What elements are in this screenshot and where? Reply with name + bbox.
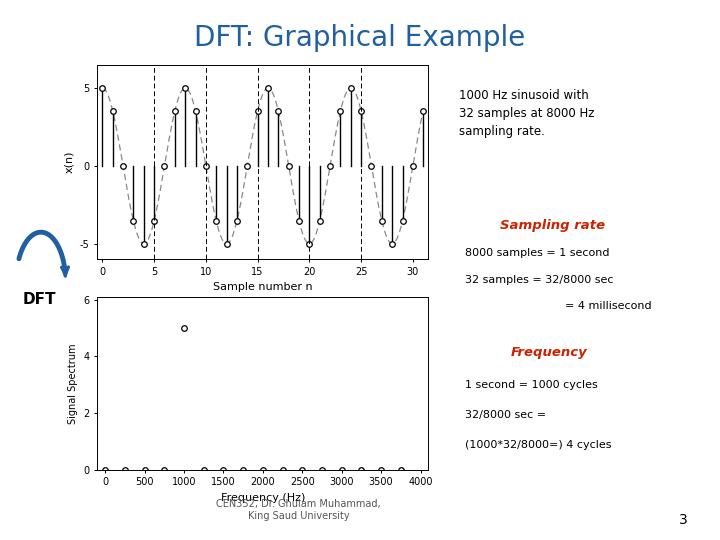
X-axis label: Frequency (Hz): Frequency (Hz): [220, 493, 305, 503]
Text: (1000*32/8000=) 4 cycles: (1000*32/8000=) 4 cycles: [465, 441, 612, 450]
Text: 3: 3: [679, 512, 688, 526]
FancyBboxPatch shape: [445, 228, 711, 326]
Text: 32/8000 sec =: 32/8000 sec =: [465, 410, 546, 420]
FancyBboxPatch shape: [445, 357, 711, 477]
Text: 1 second = 1000 cycles: 1 second = 1000 cycles: [465, 380, 598, 390]
Y-axis label: x(n): x(n): [64, 151, 74, 173]
Text: = 4 millisecond: = 4 millisecond: [565, 301, 652, 312]
Text: DFT: DFT: [23, 292, 56, 307]
Text: CEN352, Dr. Ghulam Muhammad,
King Saud University: CEN352, Dr. Ghulam Muhammad, King Saud U…: [217, 500, 381, 521]
Text: Frequency: Frequency: [511, 346, 588, 359]
Text: 1000 Hz sinusoid with
32 samples at 8000 Hz
sampling rate.: 1000 Hz sinusoid with 32 samples at 8000…: [459, 89, 595, 138]
Text: 8000 samples = 1 second: 8000 samples = 1 second: [465, 248, 610, 259]
Text: 32 samples = 32/8000 sec: 32 samples = 32/8000 sec: [465, 275, 614, 285]
Text: Sampling rate: Sampling rate: [500, 219, 606, 232]
Y-axis label: Signal Spectrum: Signal Spectrum: [68, 343, 78, 424]
X-axis label: Sample number n: Sample number n: [213, 282, 312, 292]
Text: DFT: Graphical Example: DFT: Graphical Example: [194, 24, 526, 52]
